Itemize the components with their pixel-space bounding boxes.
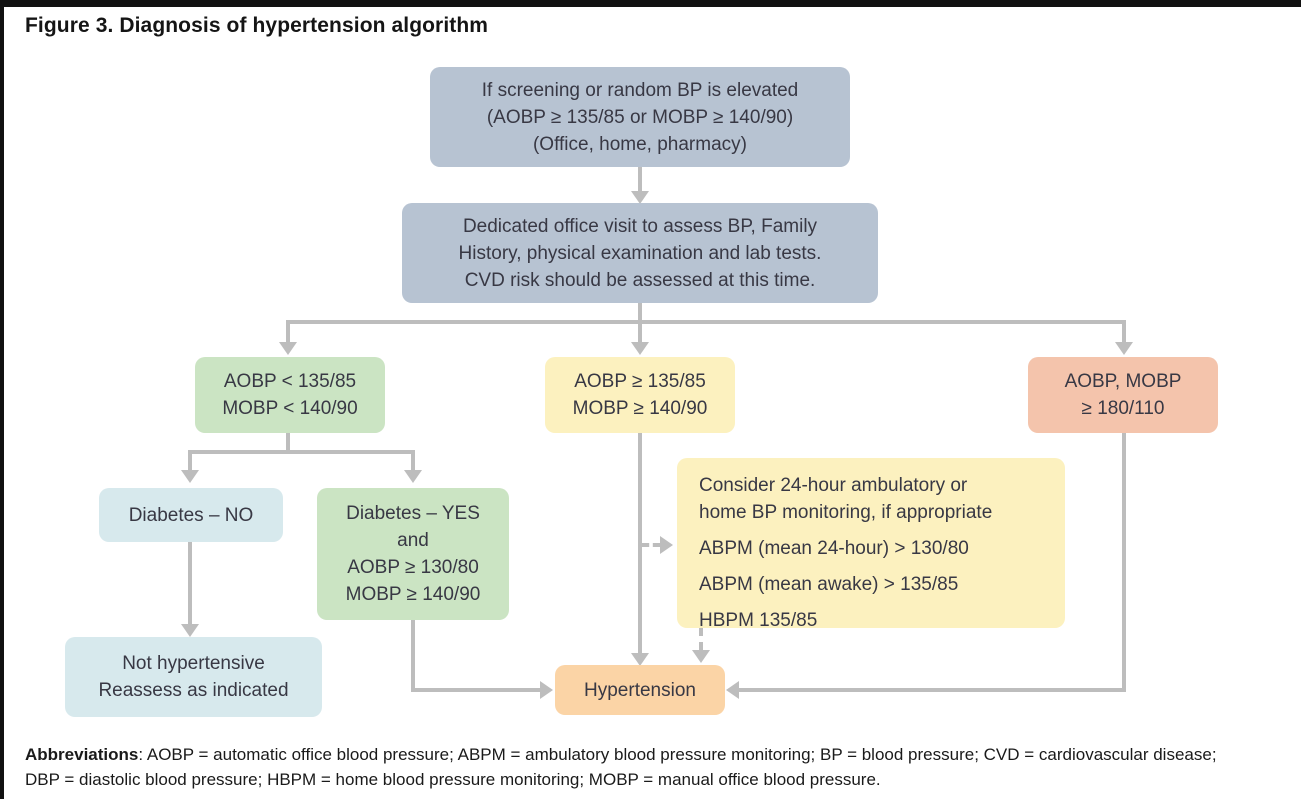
arrow-screening-to-office-head [631,191,649,204]
node-elevated-bp-line: AOBP ≥ 135/85 [574,371,706,392]
arrow-severe-head [726,681,739,699]
branch-left-line [286,320,290,344]
abbreviations-note: Abbreviations: AOBP = automatic office b… [25,742,1287,792]
diabetes-branch-right-head [404,470,422,483]
branch-right-line [1122,320,1126,344]
arrow-diabetesno-to-nothyp-line [188,542,192,624]
arrow-dashed-to-ambulatory-head [660,536,673,554]
node-screening-line: If screening or random BP is elevated [481,79,799,101]
node-diabetes-no-line: Diabetes – NO [128,504,254,526]
node-severe-bp: AOBP, MOBP ≥ 180/110 [1028,357,1218,433]
branch-left-head [279,342,297,355]
node-hypertension: Hypertension [555,665,725,715]
node-severe-bp-line: ≥ 180/110 [1081,398,1165,419]
node-screening-line: (AOBP ≥ 135/85 or MOBP ≥ 140/90) [486,106,794,128]
node-office-visit: Dedicated office visit to assess BP, Fam… [402,203,878,303]
node-office-visit-line: CVD risk should be assessed at this time… [464,269,816,291]
diabetes-branch-cross [188,450,415,454]
node-diabetes-yes-line: AOBP ≥ 130/80 [347,557,479,578]
arrow-dashed-to-ambulatory-line [642,543,660,547]
arrow-ambulatory-to-hypertension-head [692,650,710,663]
arrow-screening-to-office-line [638,167,642,193]
left-rule [0,0,4,799]
diabetes-branch-left-line [188,450,192,472]
node-normal-bp: AOBP < 135/85 MOBP < 140/90 [195,357,385,433]
abbreviations-label: Abbreviations [25,745,139,764]
arrow-ambulatory-to-hypertension-line [699,628,703,650]
node-ambulatory-line: ABPM (mean 24-hour) > 130/80 [699,538,969,559]
node-normal-bp-line: AOBP < 135/85 [223,371,357,392]
arrow-severe-down-line [1122,433,1126,692]
node-diabetes-yes-line: and [397,530,429,551]
abbreviations-line1: : AOBP = automatic office blood pressure… [138,745,1217,764]
top-rule [0,0,1301,7]
arrow-diabetesno-to-nothyp-head [181,624,199,637]
branch-mid-line [638,324,642,344]
diabetes-branch-stem [286,433,290,454]
node-not-hypertensive: Not hypertensive Reassess as indicated [65,637,322,717]
arrow-diabetesyes-right-line [411,688,540,692]
branch-stem-line [638,303,642,324]
node-diabetes-yes: Diabetes – YES and AOBP ≥ 130/80 MOBP ≥ … [317,488,509,620]
node-normal-bp-line: MOBP < 140/90 [222,398,358,419]
arrow-elevated-to-hypertension-line [638,433,642,655]
node-not-hypertensive-line: Reassess as indicated [98,680,289,701]
node-diabetes-yes-line: Diabetes – YES [346,503,480,524]
node-ambulatory-line: ABPM (mean awake) > 135/85 [699,574,959,595]
abbreviations-line2: DBP = diastolic blood pressure; HBPM = h… [25,770,881,789]
node-diabetes-no: Diabetes – NO [99,488,283,542]
node-elevated-bp: AOBP ≥ 135/85 MOBP ≥ 140/90 [545,357,735,433]
node-office-visit-line: Dedicated office visit to assess BP, Fam… [462,215,818,237]
branch-mid-head [631,342,649,355]
node-not-hypertensive-line: Not hypertensive [122,653,265,674]
node-hypertension-line: Hypertension [584,679,696,701]
arrow-diabetesyes-head [540,681,553,699]
node-office-visit-line: History, physical examination and lab te… [458,242,822,264]
node-screening-line: (Office, home, pharmacy) [532,133,747,155]
diabetes-branch-left-head [181,470,199,483]
node-ambulatory-monitoring: Consider 24-hour ambulatory or home BP m… [677,458,1065,631]
diabetes-branch-right-line [411,450,415,472]
node-screening: If screening or random BP is elevated (A… [430,67,850,167]
branch-cross-line [286,320,1126,324]
node-elevated-bp-line: MOBP ≥ 140/90 [572,398,708,419]
node-severe-bp-line: AOBP, MOBP [1064,371,1182,392]
arrow-diabetesyes-down-line [411,620,415,692]
node-ambulatory-line: HBPM 135/85 [699,610,818,631]
arrow-severe-left-line [739,688,1126,692]
node-ambulatory-line: home BP monitoring, if appropriate [699,502,993,523]
node-diabetes-yes-line: MOBP ≥ 140/90 [345,584,481,605]
figure-title: Figure 3. Diagnosis of hypertension algo… [25,14,489,37]
arrow-elevated-to-hypertension-head [631,653,649,666]
node-ambulatory-line: Consider 24-hour ambulatory or [699,475,968,496]
branch-right-head [1115,342,1133,355]
